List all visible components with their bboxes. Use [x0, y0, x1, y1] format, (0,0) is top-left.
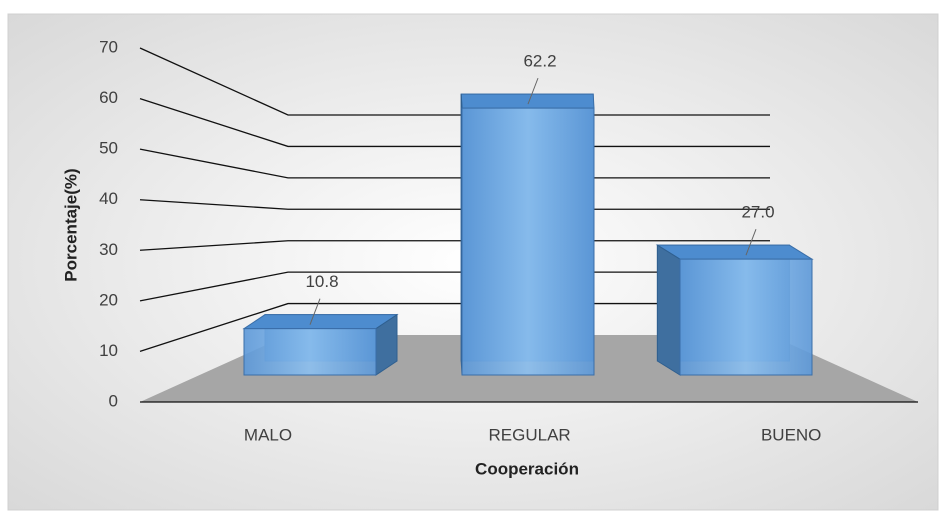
grid-line — [139, 302, 770, 353]
y-tick-label: 60 — [99, 88, 118, 107]
y-tick-label: 10 — [99, 341, 118, 360]
data-label: 27.0 — [741, 203, 774, 222]
grid-line — [139, 97, 770, 148]
grid-line — [139, 47, 770, 116]
data-label: 62.2 — [523, 52, 556, 71]
y-tick-label: 20 — [99, 290, 118, 309]
y-tick-label: 30 — [99, 240, 118, 259]
x-tick-label: REGULAR — [489, 425, 571, 444]
y-tick-label: 50 — [99, 139, 118, 158]
bar — [461, 107, 595, 376]
bar-side — [656, 244, 681, 376]
x-tick-label: BUENO — [761, 425, 821, 444]
y-tick-label: 70 — [99, 37, 118, 56]
bar-top — [242, 314, 399, 330]
leader-line — [745, 228, 757, 256]
grid-line — [139, 148, 770, 179]
bar — [679, 258, 813, 376]
x-tick-label: MALO — [244, 425, 292, 444]
bar-top — [460, 93, 595, 109]
grid-line — [139, 271, 770, 302]
y-tick-label: 40 — [99, 189, 118, 208]
y-tick-label: 0 — [109, 391, 118, 410]
leader-line — [309, 298, 321, 325]
grid-line — [139, 199, 770, 210]
leader-line — [527, 77, 539, 105]
x-axis-title: Cooperación — [475, 459, 579, 478]
bar — [243, 328, 377, 376]
data-label: 10.8 — [305, 272, 338, 291]
y-axis-title: Porcentaje(%) — [61, 168, 80, 281]
grid-line — [139, 240, 770, 251]
bar-top — [655, 244, 814, 260]
